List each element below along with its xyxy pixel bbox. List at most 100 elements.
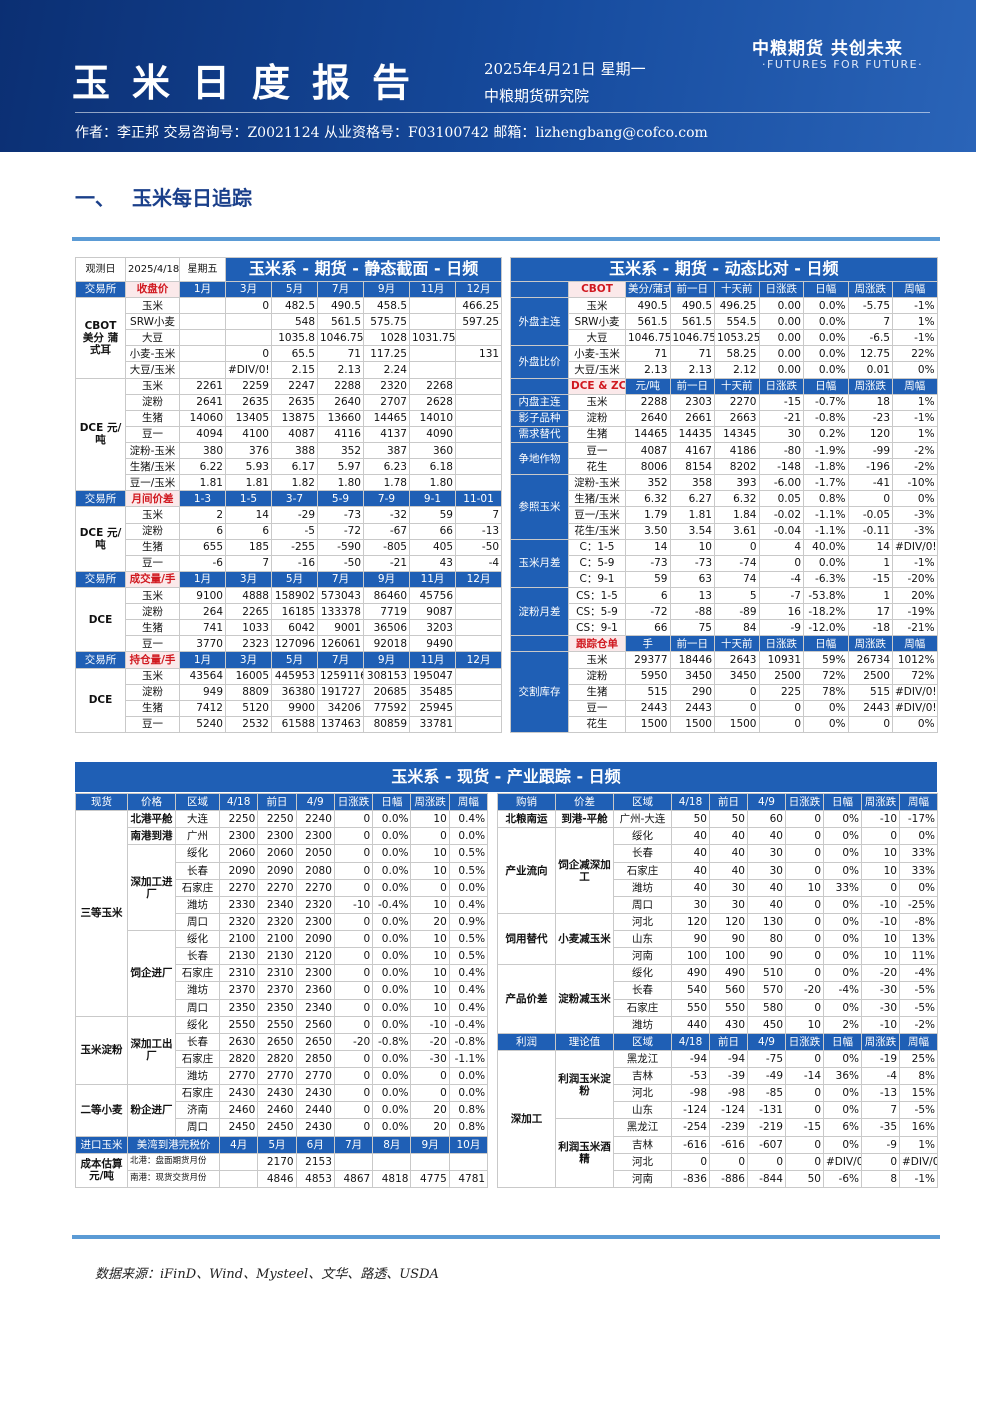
value-cell: 131 bbox=[454, 345, 503, 363]
value-cell: -39 bbox=[709, 1066, 748, 1086]
row-name: 玉米 bbox=[125, 667, 180, 685]
header-cell: 手 bbox=[625, 635, 671, 653]
value-cell: 490.5 bbox=[669, 297, 715, 315]
header-cell: 3月 bbox=[225, 651, 272, 669]
value-cell: 2460 bbox=[218, 1101, 259, 1120]
value-cell bbox=[454, 635, 503, 653]
row-name: 石家庄 bbox=[175, 1049, 220, 1069]
data-row: 南港：现货交货月份 4846 4853 4867 4818 4775 4781 bbox=[76, 1169, 489, 1189]
row-name: 生猪/玉米 bbox=[125, 458, 180, 476]
data-row: 大豆/玉米 2.13 2.13 2.12 0.00 0.0% 0.01 0% bbox=[511, 361, 938, 379]
value-cell: 7 bbox=[861, 1101, 900, 1120]
header-cell: 5月 bbox=[271, 651, 318, 669]
value-cell: 0.0% bbox=[803, 329, 849, 347]
value-cell: 2443 bbox=[669, 699, 715, 717]
subgroup-label: 南港到港 bbox=[127, 827, 176, 846]
value-cell: -30 bbox=[861, 981, 900, 1000]
value-cell: 25% bbox=[899, 1049, 938, 1069]
value-cell: 3450 bbox=[669, 667, 715, 685]
value-cell: -4 bbox=[861, 1066, 900, 1086]
value-cell: 9490 bbox=[409, 635, 456, 653]
logo: 中粮期货 共创未来 bbox=[752, 39, 903, 59]
header-band bbox=[0, 0, 976, 152]
data-row: 产品价差 淀粉减玉米 绥化 490 490 510 0 0% -20 -4% bbox=[497, 964, 938, 1034]
value-cell: 2.13 bbox=[669, 361, 715, 379]
value-cell: 2259 bbox=[225, 377, 272, 395]
value-cell: 2650 bbox=[257, 1032, 297, 1051]
row-name: 河南 bbox=[613, 947, 672, 966]
value-cell: 40 bbox=[747, 878, 786, 897]
value-cell: 0% bbox=[823, 1084, 862, 1103]
value-cell: 7 bbox=[225, 554, 272, 572]
row-name: 吉林 bbox=[613, 1135, 672, 1154]
value-cell: 0.0% bbox=[372, 827, 412, 846]
value-cell: 36506 bbox=[363, 619, 410, 637]
observe-cell: 星期五 bbox=[179, 257, 226, 282]
value-cell: 515 bbox=[625, 683, 671, 701]
value-cell: 80 bbox=[747, 929, 786, 949]
data-row: 外盘主连 玉米 490.5 490.5 496.25 0.00 0.0% -5.75 -1% bbox=[510, 297, 938, 347]
value-cell: 2320 bbox=[295, 895, 335, 914]
value-cell: 560 bbox=[709, 981, 748, 1000]
value-cell: 14465 bbox=[625, 425, 671, 444]
value-cell: 58.25 bbox=[714, 345, 760, 363]
header-cell: 前日 bbox=[709, 792, 748, 812]
value-cell: 2360 bbox=[295, 981, 335, 1000]
value-cell: 2270 bbox=[714, 393, 760, 411]
subgroup-label: 北港平舱 bbox=[127, 810, 176, 829]
data-row: 大豆 1046.75 1046.75 1053.25 0.00 0.0% -6.5 -1% bbox=[511, 329, 938, 347]
row-name: 长春 bbox=[175, 861, 220, 880]
value-cell: 10 bbox=[861, 947, 900, 966]
value-cell: 1053.25 bbox=[714, 329, 760, 347]
value-cell: -124 bbox=[671, 1101, 710, 1120]
group-label: DCE bbox=[75, 667, 126, 734]
value-cell bbox=[454, 474, 503, 492]
header-cell: 日幅 bbox=[823, 792, 862, 812]
row-name: 周口 bbox=[175, 998, 220, 1017]
value-cell: 6.17 bbox=[271, 458, 318, 476]
value-cell: -4 bbox=[758, 570, 804, 588]
value-cell: 0.8% bbox=[803, 490, 849, 508]
value-cell: 2250 bbox=[257, 810, 297, 829]
value-cell: 0 bbox=[785, 827, 824, 846]
value-cell bbox=[454, 699, 503, 717]
value-cell bbox=[448, 1152, 489, 1171]
value-cell: -2% bbox=[892, 458, 938, 476]
value-cell: 1500 bbox=[669, 715, 715, 734]
value-cell: 4137 bbox=[363, 425, 410, 444]
value-cell: 1% bbox=[899, 1135, 938, 1154]
value-cell: 0% bbox=[823, 1049, 862, 1069]
value-cell: 0.0% bbox=[803, 345, 849, 363]
value-cell: 0 bbox=[333, 929, 374, 949]
value-cell: -7 bbox=[758, 586, 804, 605]
value-cell: 50 bbox=[709, 810, 748, 829]
value-cell: -844 bbox=[747, 1169, 786, 1189]
value-cell: -88 bbox=[669, 603, 715, 621]
value-cell: 16 bbox=[758, 603, 804, 621]
value-cell: 3450 bbox=[714, 667, 760, 685]
data-row: 豆一 2443 2443 0 0 0% 2443 #DIV/0! bbox=[511, 699, 938, 717]
value-cell: 450 bbox=[747, 1015, 786, 1034]
value-cell: 496.25 bbox=[714, 297, 760, 315]
value-cell: 2130 bbox=[257, 947, 297, 966]
header-cell: 4/9 bbox=[295, 792, 335, 812]
value-cell: 92018 bbox=[363, 635, 410, 653]
value-cell: 0 bbox=[333, 1015, 374, 1034]
value-cell: -0.4% bbox=[448, 1015, 489, 1034]
data-row: 三等玉米 北港平舱 大连 2250 2250 2240 0 0.0% 10 0.4% bbox=[75, 810, 489, 1017]
value-cell: 71 bbox=[625, 345, 671, 363]
data-row: 河北 -98 -98 -85 0 0% -13 15% bbox=[498, 1084, 938, 1103]
value-cell: 0 bbox=[785, 964, 824, 983]
header-row: 现货 价格 区域 4/18 前日 4/9 日涨跌 日幅 周涨跌 周幅 bbox=[75, 792, 489, 812]
data-row: 生猪 655 185 -255 -590 -805 405 -50 bbox=[76, 538, 503, 556]
value-cell: -49 bbox=[747, 1066, 786, 1086]
header-cell: 价差 bbox=[555, 792, 614, 812]
data-row: 山东 90 90 80 0 0% 10 13% bbox=[498, 929, 938, 949]
header-cell: 7月 bbox=[317, 570, 364, 588]
row-name: 花生 bbox=[568, 715, 626, 734]
value-cell: 0 bbox=[785, 1049, 824, 1069]
subgroup-label: 深加工出厂 bbox=[127, 1015, 176, 1086]
value-cell: -20 bbox=[861, 964, 900, 983]
header-cell: 交易所 bbox=[75, 490, 126, 508]
value-cell bbox=[409, 345, 456, 363]
